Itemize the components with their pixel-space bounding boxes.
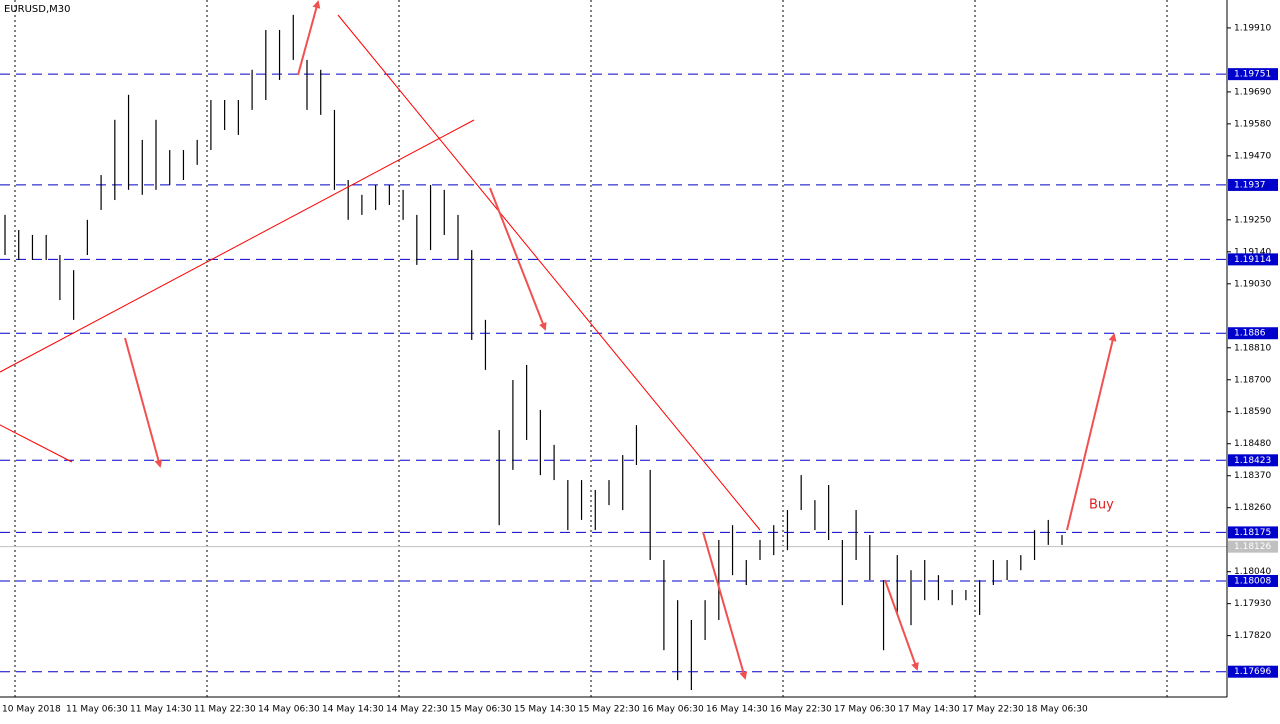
arrows: [124, 0, 1117, 680]
current-price-box: [1228, 540, 1278, 553]
x-tick-label: 11 May 06:30: [66, 705, 128, 715]
level-label: 1.18175: [1234, 528, 1271, 538]
levels: [0, 73, 1227, 673]
y-tick-label: 1.18480: [1234, 439, 1271, 449]
level-box: [1228, 68, 1278, 81]
trend-line: [0, 424, 73, 463]
level-box: [1228, 526, 1278, 539]
arrow: [489, 187, 547, 331]
y-tick-label: 1.18260: [1234, 503, 1271, 513]
x-tick-label: 14 May 22:30: [386, 705, 448, 715]
x-tick-label: 15 May 06:30: [450, 705, 512, 715]
y-tick-label: 1.19250: [1234, 215, 1271, 225]
x-tick-label: 16 May 06:30: [642, 705, 704, 715]
level-box: [1228, 327, 1278, 340]
x-tick-label: 16 May 22:30: [770, 705, 832, 715]
arrow: [124, 337, 163, 468]
y-tick-label: 1.19910: [1234, 23, 1271, 33]
time-grid: [14, 0, 1168, 697]
y-tick-label: 1.19140: [1234, 247, 1271, 257]
trend-line: [0, 119, 475, 373]
arrow: [702, 531, 748, 680]
x-tick-label: 16 May 14:30: [706, 705, 768, 715]
trend-line: [337, 14, 761, 531]
y-tick-label: 1.17820: [1234, 631, 1271, 641]
arrow: [297, 0, 321, 76]
level-label: 1.18423: [1234, 456, 1271, 466]
y-tick-label: 1.18810: [1234, 343, 1271, 353]
annotation: Buy: [1089, 498, 1114, 513]
y-tick-label: 1.18700: [1234, 375, 1271, 385]
y-tick-label: 1.17930: [1234, 599, 1271, 609]
y-tick-label: 1.19470: [1234, 151, 1271, 161]
bars: [4, 14, 1063, 691]
x-tick-label: 17 May 14:30: [898, 705, 960, 715]
arrow: [884, 579, 919, 671]
y-tick-label: 1.18370: [1234, 471, 1271, 481]
level-label: 1.17696: [1234, 667, 1271, 677]
x-tick-label: 10 May 2018: [2, 705, 61, 715]
level-label: 1.18008: [1234, 576, 1271, 586]
x-tick-label: 18 May 06:30: [1026, 705, 1088, 715]
level-box: [1228, 574, 1278, 587]
x-tick-label: 11 May 22:30: [194, 705, 256, 715]
y-tick-label: 1.19690: [1234, 87, 1271, 97]
x-tick-label: 17 May 22:30: [962, 705, 1024, 715]
y-tick-label: 1.18590: [1234, 407, 1271, 417]
y-tick-label: 1.19030: [1234, 279, 1271, 289]
axis: 1.19910 1.19690 1.19580 1.19470 1.19250 1.191…: [2, 23, 1278, 715]
trend-lines: [0, 14, 761, 531]
level-label: 1.1937: [1234, 180, 1266, 190]
y-tick-label: 1.18040: [1234, 567, 1271, 577]
current-price-label: 1.18126: [1234, 542, 1271, 552]
x-tick-label: 14 May 06:30: [258, 705, 320, 715]
x-tick-label: 14 May 14:30: [322, 705, 384, 715]
arrow: [1066, 333, 1117, 531]
level-label: 1.19751: [1234, 70, 1271, 80]
x-tick-label: 15 May 14:30: [514, 705, 576, 715]
level-box: [1228, 665, 1278, 678]
y-tick-label: 1.19580: [1234, 119, 1271, 129]
x-tick-label: 15 May 22:30: [578, 705, 640, 715]
level-label: 1.1886: [1234, 329, 1266, 339]
x-tick-label: 17 May 06:30: [834, 705, 896, 715]
level-box: [1228, 178, 1278, 191]
symbol-label: EURUSD,M30: [4, 4, 70, 15]
level-label: 1.19114: [1234, 255, 1271, 265]
level-box: [1228, 253, 1278, 266]
x-tick-label: 11 May 14:30: [130, 705, 192, 715]
level-box: [1228, 454, 1278, 467]
